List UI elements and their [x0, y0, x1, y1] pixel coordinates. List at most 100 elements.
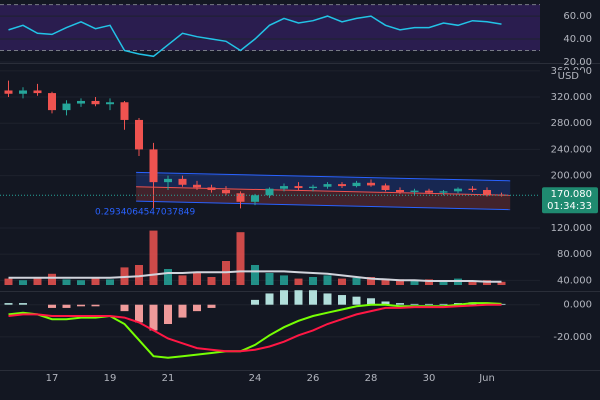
- volume-bar: [352, 277, 361, 285]
- candle-body: [164, 178, 172, 183]
- x-tick-label: Jun: [478, 373, 495, 384]
- macd-histogram: [91, 304, 100, 307]
- macd-histogram: [309, 290, 317, 305]
- volume-bar: [309, 277, 317, 285]
- candle-body: [251, 195, 259, 202]
- candle-body: [323, 184, 332, 187]
- volume-bar: [338, 278, 346, 285]
- unit-box: [556, 70, 584, 82]
- volume-bar: [236, 232, 245, 285]
- x-tick-label: 24: [249, 373, 262, 384]
- candle-body: [468, 188, 477, 191]
- macd-histogram: [425, 303, 433, 305]
- macd-line: [8, 303, 502, 353]
- y-tick-label: 0.000: [563, 300, 592, 311]
- candle-body: [338, 184, 346, 187]
- y-tick-label: 40.00: [563, 34, 592, 45]
- volume-bar: [425, 279, 433, 285]
- candle-body: [352, 182, 361, 187]
- candle-body: [91, 100, 100, 105]
- volume-bar: [4, 278, 13, 285]
- volume-bar: [439, 280, 448, 285]
- y-tick-label: 60.00: [563, 11, 592, 22]
- channel-upper: [136, 172, 511, 196]
- volume-bar: [106, 279, 114, 285]
- candle-body: [207, 187, 216, 191]
- candle-body: [439, 191, 448, 193]
- rsi-band: [0, 4, 540, 51]
- volume-bar: [91, 277, 100, 285]
- macd-histogram: [149, 304, 158, 331]
- candle-body: [294, 186, 303, 189]
- macd-histogram: [439, 303, 448, 305]
- macd-histogram: [410, 303, 419, 305]
- channel-line: [136, 171, 511, 182]
- macd-histogram: [77, 304, 85, 307]
- x-tick-label: 30: [423, 373, 436, 384]
- volume-bar: [48, 273, 56, 285]
- candle-body: [62, 103, 71, 111]
- macd-histogram: [178, 304, 187, 318]
- volume-bar: [367, 277, 375, 285]
- volume-bar: [33, 277, 42, 285]
- candle-body: [236, 193, 245, 202]
- candle-body: [149, 149, 158, 183]
- volume-bar: [381, 278, 390, 285]
- volume-bar: [251, 265, 259, 285]
- candle-body: [410, 190, 419, 192]
- last-price-label: 170.080: [551, 189, 592, 200]
- macd-histogram: [120, 304, 129, 312]
- macd-histogram: [352, 296, 361, 305]
- unit-label: USD: [558, 71, 580, 82]
- volume-bar: [207, 277, 216, 285]
- candle-body: [77, 100, 85, 104]
- volume-bar: [149, 230, 158, 285]
- macd-histogram: [280, 290, 288, 305]
- y-tick-label: 120.000: [551, 223, 592, 234]
- macd-histogram: [193, 304, 201, 312]
- macd-histogram: [207, 304, 216, 308]
- y-tick-label: 80.000: [557, 249, 592, 260]
- volume-bar: [178, 275, 187, 285]
- volume-bar: [19, 280, 27, 285]
- x-tick-label: 19: [104, 373, 117, 384]
- volume-bar: [164, 269, 172, 285]
- macd-histogram: [4, 303, 13, 305]
- macd-histogram: [265, 293, 274, 305]
- volume-bar: [280, 275, 288, 285]
- volume-bar: [410, 280, 419, 285]
- volume-bar: [294, 278, 303, 285]
- candle-body: [19, 90, 27, 94]
- macd-histogram: [164, 304, 172, 325]
- x-tick-label: 17: [46, 373, 59, 384]
- candle-body: [425, 190, 433, 193]
- candle-body: [135, 119, 143, 150]
- rsi-line: [8, 15, 502, 58]
- macd-histogram: [251, 299, 259, 305]
- candle-body: [193, 184, 201, 188]
- y-tick-label: 320.000: [551, 92, 592, 103]
- candle-body: [280, 186, 288, 189]
- volume-bar: [468, 281, 477, 285]
- candle-body: [367, 182, 375, 186]
- y-tick-label: 40.000: [557, 275, 592, 286]
- channel-line: [136, 186, 511, 196]
- countdown: 01:34:33: [547, 201, 592, 212]
- annotation: 0.2934064547037849: [95, 208, 195, 218]
- candle-body: [454, 188, 462, 192]
- macd-histogram: [338, 295, 346, 305]
- candle-body: [48, 93, 56, 111]
- volume-bar: [193, 273, 201, 285]
- candle-body: [106, 102, 114, 105]
- volume-bar: [497, 281, 506, 285]
- candle-body: [222, 190, 230, 194]
- macd-histogram: [135, 304, 143, 323]
- y-tick-label: 280.000: [551, 118, 592, 129]
- volume-bar: [265, 273, 274, 285]
- candle-body: [483, 190, 491, 196]
- x-tick-label: 21: [162, 373, 175, 384]
- x-tick-label: 28: [365, 373, 378, 384]
- candle-body: [265, 188, 274, 196]
- candle-body: [4, 90, 13, 94]
